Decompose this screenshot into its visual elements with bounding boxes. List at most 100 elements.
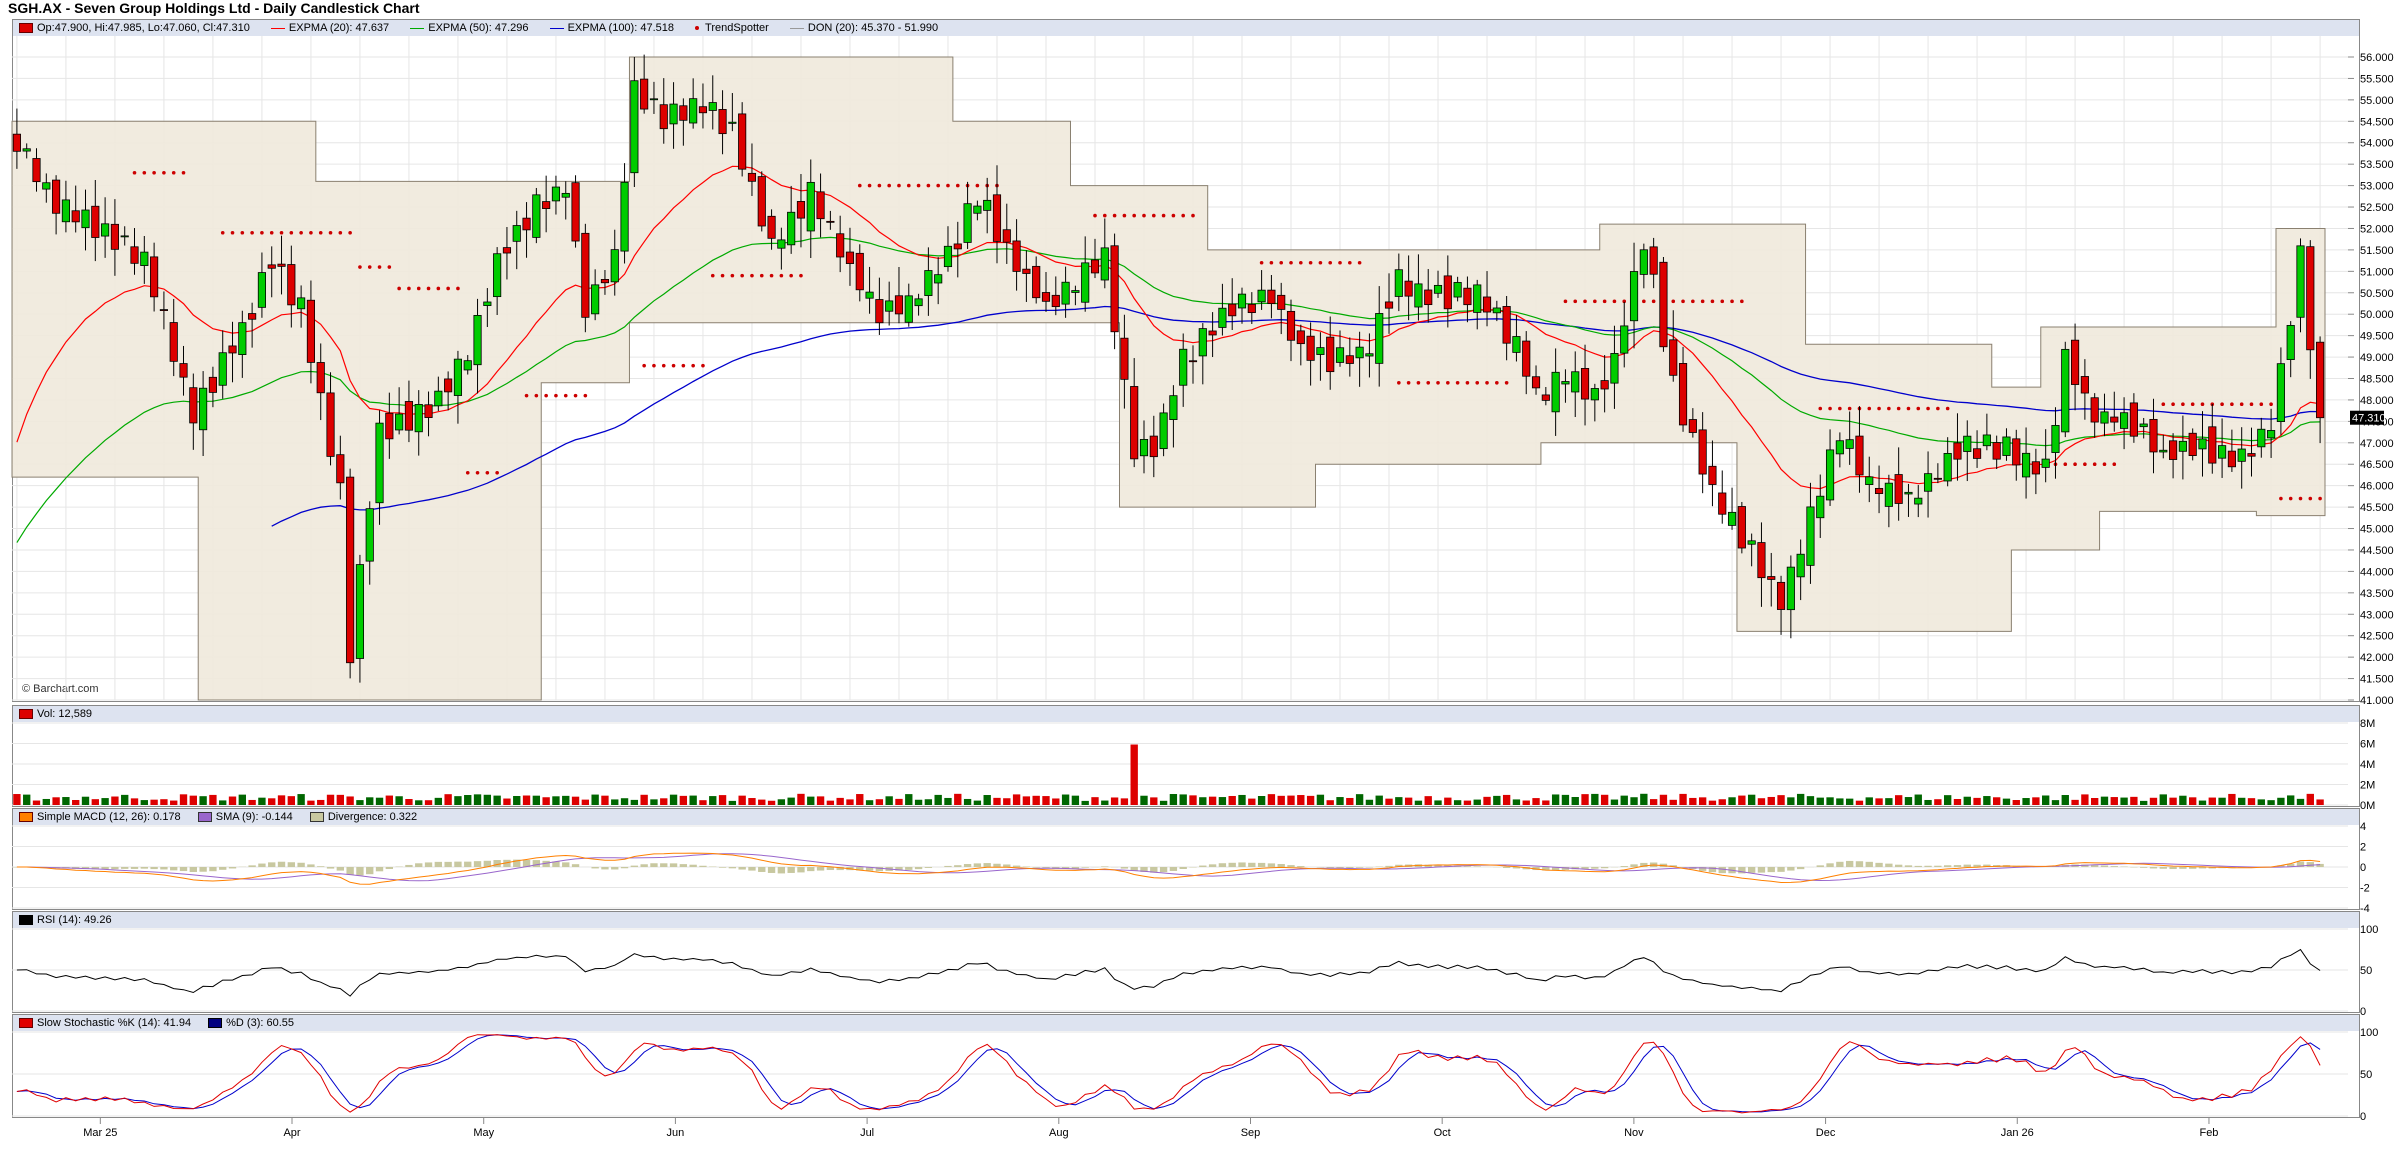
price-tick-label: 53.000 xyxy=(2360,181,2394,193)
macd-divergence-bar xyxy=(1140,867,1148,872)
volume-bar xyxy=(2257,799,2265,805)
volume-bar xyxy=(689,795,697,805)
volume-bar xyxy=(140,800,148,805)
candle-body xyxy=(42,182,51,190)
volume-bar xyxy=(1257,796,1266,805)
volume-bar xyxy=(2032,797,2040,805)
macd-divergence-bar xyxy=(1179,867,1187,870)
trendspotter-dot xyxy=(524,393,529,398)
macd-divergence-bar xyxy=(787,867,795,873)
volume-bar xyxy=(787,797,795,805)
volume-bar xyxy=(2130,796,2138,805)
macd-divergence-bar xyxy=(1885,863,1893,867)
candle-body xyxy=(865,291,874,299)
volume-bar xyxy=(542,797,550,805)
candle-body xyxy=(1963,435,1972,452)
trendspotter-dot xyxy=(2102,462,2107,467)
macd-divergence-bar xyxy=(307,864,315,867)
month-label: Jan 26 xyxy=(2001,1127,2034,1139)
macd-divergence-bar xyxy=(816,867,825,871)
macd-divergence-bar xyxy=(1003,864,1011,867)
macd-divergence-bar xyxy=(2159,867,2167,869)
volume-bar xyxy=(1414,800,1423,805)
macd-divergence-bar xyxy=(944,865,952,867)
candle-body xyxy=(2257,428,2266,448)
price-tick-label: 42.500 xyxy=(2360,631,2394,643)
price-tick-label: 43.000 xyxy=(2360,609,2394,621)
macd-divergence-bar xyxy=(1071,867,1080,869)
candle-body xyxy=(444,378,453,393)
trendspotter-dot xyxy=(1348,260,1352,265)
ema50-legend: EXPMA (50): 47.296 xyxy=(410,20,529,36)
volume-bar xyxy=(1248,798,1256,805)
candle-body xyxy=(630,80,639,174)
macd-divergence-bar xyxy=(601,867,609,870)
trendspotter-dot xyxy=(2288,496,2293,501)
price-tick-label: 49.000 xyxy=(2360,352,2394,364)
volume-bar xyxy=(2051,800,2060,805)
macd-divergence-bar xyxy=(728,867,737,869)
trendspotter-dot xyxy=(1945,406,1950,411)
trendspotter-dot xyxy=(681,363,686,368)
macd-divergence-bar xyxy=(121,867,129,869)
macd-divergence-bar xyxy=(189,867,197,873)
macd-divergence-bar xyxy=(650,863,658,867)
candle-body xyxy=(561,192,570,198)
candle-body xyxy=(2090,397,2099,423)
volume-bar xyxy=(905,794,913,805)
trendspotter-dot xyxy=(1122,213,1127,218)
candle-body xyxy=(1110,245,1119,333)
volume-bar xyxy=(1836,798,1844,805)
volume-bar xyxy=(121,794,129,805)
candle-body xyxy=(189,387,198,424)
volume-bar xyxy=(1718,799,1726,805)
trendspotter-dot xyxy=(1828,406,1832,411)
macd-divergence-bar xyxy=(346,867,354,875)
macd-divergence-bar xyxy=(1228,862,1236,867)
trendspotter-dot xyxy=(1475,380,1480,385)
candle-body xyxy=(1394,269,1403,297)
candle-body xyxy=(199,387,208,431)
candle-body xyxy=(2218,445,2227,459)
macd-divergence-bar xyxy=(738,867,746,870)
volume-bar xyxy=(1855,800,1864,805)
macd-divergence-bar xyxy=(669,863,678,867)
trendspotter-dot xyxy=(279,230,284,235)
volume-bar xyxy=(611,799,619,805)
volume-bar xyxy=(2238,797,2246,805)
volume-bar xyxy=(1522,800,1530,805)
trendspotter-dot xyxy=(2112,462,2117,467)
candle-body xyxy=(1512,336,1521,353)
candle-body xyxy=(1698,429,1707,475)
candle-body xyxy=(2267,430,2276,439)
volume-bar xyxy=(1640,793,1648,805)
macd-divergence-bar xyxy=(1581,867,1589,870)
macd-divergence-bar xyxy=(1757,867,1766,873)
trendspotter-dot xyxy=(2249,402,2254,407)
volume-bar xyxy=(562,795,570,805)
volume-bar xyxy=(1738,795,1746,805)
candle-body xyxy=(2002,436,2011,456)
candle-body xyxy=(1972,448,1982,459)
volume-bar xyxy=(1159,800,1168,805)
candle-body xyxy=(2071,339,2080,385)
volume-bar xyxy=(2296,798,2305,805)
macd-divergence-bar xyxy=(111,867,119,870)
macd-divergence-bar xyxy=(326,867,335,869)
macd-divergence-bar xyxy=(2316,863,2324,867)
candle-body xyxy=(297,297,306,310)
volume-bar xyxy=(1473,799,1481,805)
macd-divergence-bar xyxy=(836,867,844,871)
macd-divergence-bar xyxy=(699,865,707,867)
volume-bar xyxy=(1424,796,1432,805)
volume-bar xyxy=(1659,794,1668,805)
volume-bar xyxy=(2002,798,2011,805)
volume-bar xyxy=(1199,797,1207,805)
price-tick-label: 44.500 xyxy=(2360,545,2394,557)
chart-title: SGH.AX - Seven Group Holdings Ltd - Dail… xyxy=(8,0,420,16)
volume-bar xyxy=(317,799,325,805)
candle-body xyxy=(179,363,188,378)
macd-divergence-bar xyxy=(1130,867,1138,871)
volume-bar xyxy=(493,795,501,805)
volume-bar xyxy=(2140,800,2148,805)
